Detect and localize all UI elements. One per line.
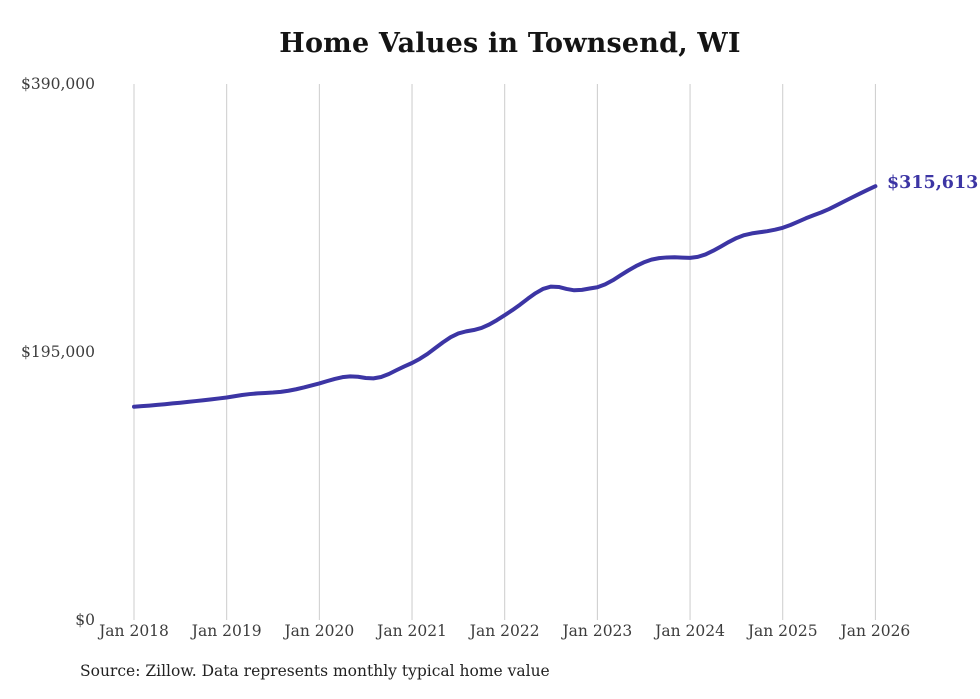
chart-title: Home Values in Townsend, WI (279, 28, 741, 59)
x-axis-tick-label: Jan 2019 (191, 622, 262, 640)
x-axis-tick-label: Jan 2022 (469, 622, 540, 640)
value-line (132, 184, 878, 409)
y-axis-tick-label: $195,000 (21, 343, 95, 361)
y-axis-tick-label: $390,000 (21, 75, 95, 93)
x-axis-tick-label: Jan 2020 (284, 622, 355, 640)
x-axis-tick-label: Jan 2026 (840, 622, 911, 640)
source-note: Source: Zillow. Data represents monthly … (80, 662, 550, 680)
x-axis-tick-label: Jan 2021 (377, 622, 447, 640)
last-value-label: $315,613 (887, 173, 979, 193)
x-axis-tick-label: Jan 2023 (562, 622, 633, 640)
gridlines (133, 84, 876, 620)
x-axis-tick-label: Jan 2024 (655, 622, 725, 640)
x-axis-tick-label: Jan 2025 (747, 622, 818, 640)
x-axis-tick-label: Jan 2018 (99, 622, 169, 640)
y-axis-tick-label: $0 (75, 611, 95, 629)
